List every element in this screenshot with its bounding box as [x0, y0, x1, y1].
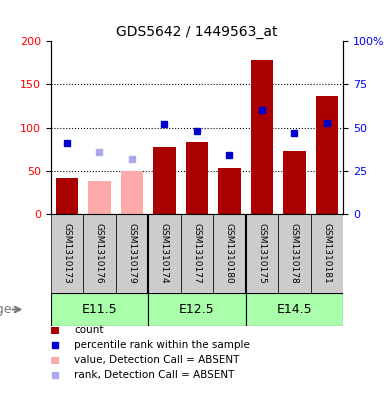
Bar	[181, 214, 213, 293]
Text: rank, Detection Call = ABSENT: rank, Detection Call = ABSENT	[74, 370, 234, 380]
Text: E11.5: E11.5	[82, 303, 117, 316]
Text: E12.5: E12.5	[179, 303, 215, 316]
Bar	[51, 357, 58, 364]
Bar	[218, 168, 241, 214]
Text: GSM1310175: GSM1310175	[257, 223, 266, 284]
Text: GSM1310178: GSM1310178	[290, 223, 299, 284]
Bar	[51, 327, 58, 334]
Bar	[246, 214, 278, 293]
Bar	[88, 181, 111, 214]
Bar	[121, 171, 144, 214]
Bar	[278, 214, 311, 293]
Title: GDS5642 / 1449563_at: GDS5642 / 1449563_at	[116, 25, 278, 39]
Text: percentile rank within the sample: percentile rank within the sample	[74, 340, 250, 350]
Bar	[283, 151, 306, 214]
Bar	[56, 178, 78, 214]
Bar	[213, 214, 246, 293]
Text: age: age	[0, 303, 12, 316]
Text: GSM1310173: GSM1310173	[62, 223, 71, 284]
Bar	[311, 214, 343, 293]
Bar	[250, 60, 273, 214]
Text: count: count	[74, 325, 104, 335]
Bar	[246, 294, 343, 325]
Bar	[148, 294, 246, 325]
Bar	[186, 142, 208, 214]
Bar	[153, 147, 176, 214]
Text: GSM1310180: GSM1310180	[225, 223, 234, 284]
Bar	[316, 96, 338, 214]
Text: GSM1310181: GSM1310181	[323, 223, 332, 284]
Bar	[83, 214, 116, 293]
Bar	[51, 214, 83, 293]
Bar	[148, 214, 181, 293]
Text: GSM1310179: GSM1310179	[128, 223, 136, 284]
Bar	[51, 294, 148, 325]
Text: E14.5: E14.5	[277, 303, 312, 316]
Text: value, Detection Call = ABSENT: value, Detection Call = ABSENT	[74, 355, 239, 365]
Text: GSM1310174: GSM1310174	[160, 223, 169, 284]
Text: GSM1310176: GSM1310176	[95, 223, 104, 284]
Text: GSM1310177: GSM1310177	[192, 223, 202, 284]
Bar	[116, 214, 148, 293]
